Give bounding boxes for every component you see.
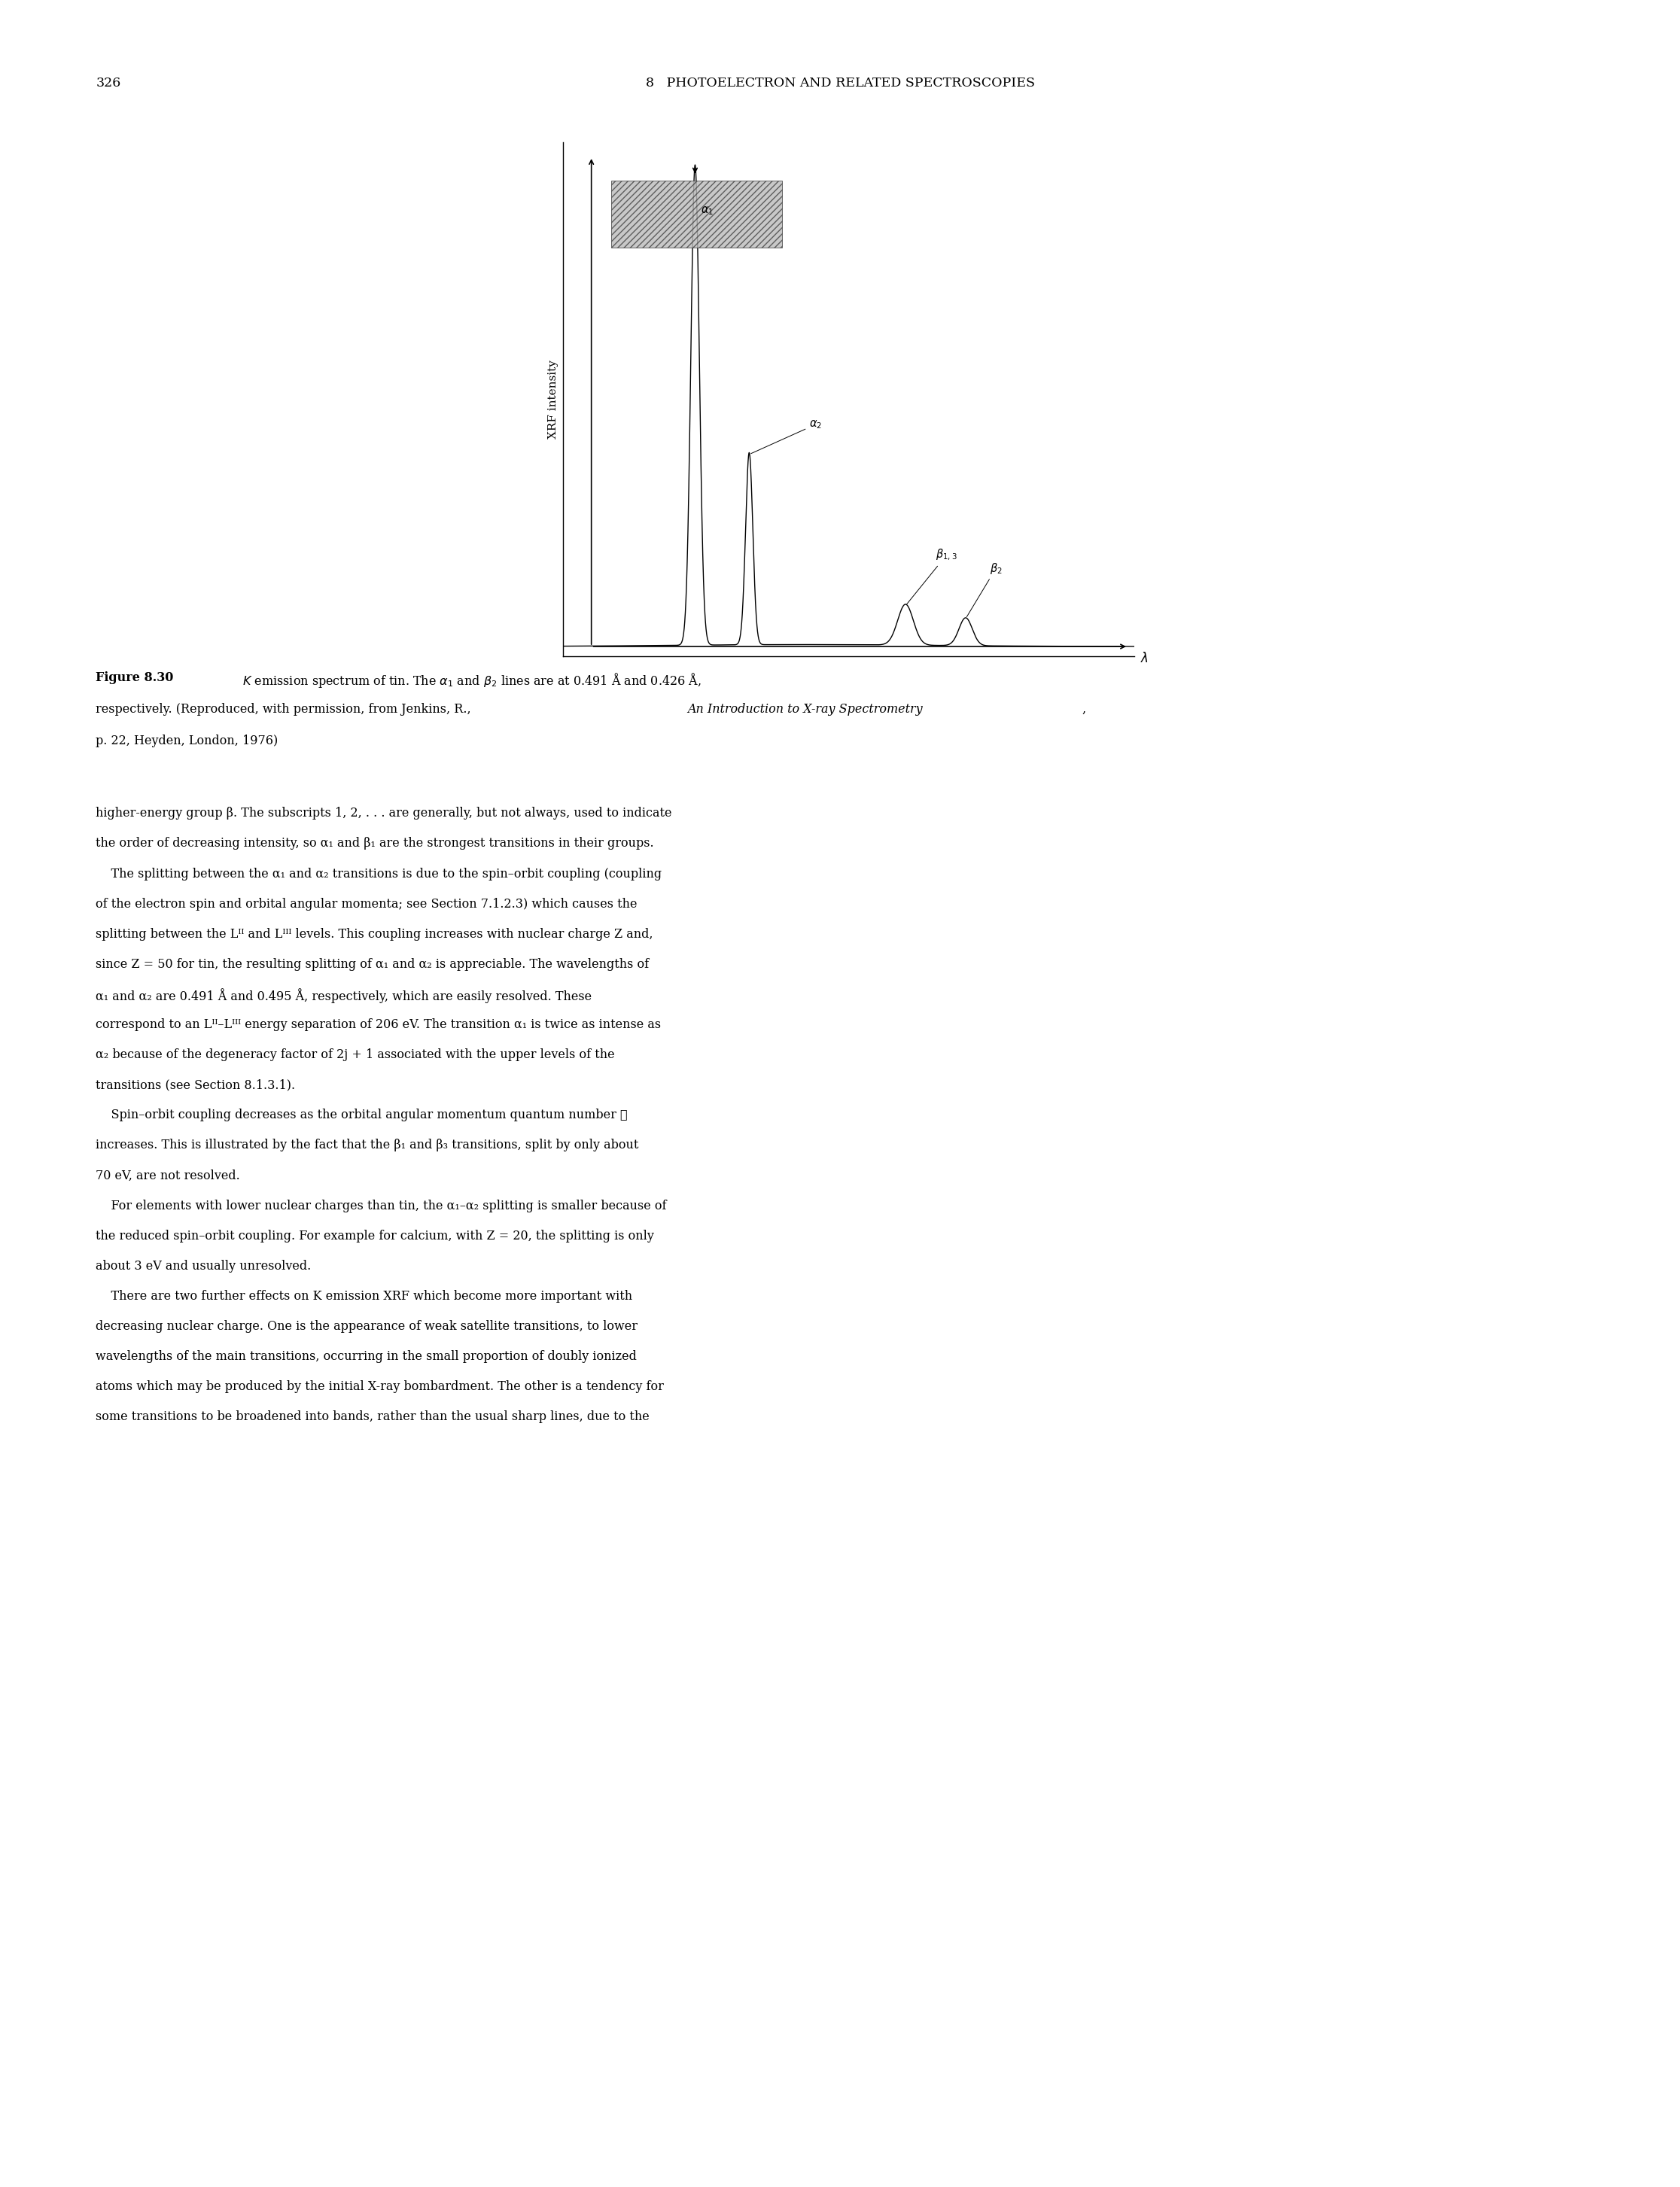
Text: α₂ because of the degeneracy factor of 2j + 1 associated with the upper levels o: α₂ because of the degeneracy factor of 2… <box>96 1048 615 1061</box>
Text: since Z = 50 for tin, the resulting splitting of α₁ and α₂ is appreciable. The w: since Z = 50 for tin, the resulting spli… <box>96 958 648 971</box>
Text: $\lambda$: $\lambda$ <box>1141 652 1147 665</box>
Text: ,: , <box>1082 704 1085 715</box>
Text: α₁ and α₂ are 0.491 Å and 0.495 Å, respectively, which are easily resolved. Thes: α₁ and α₂ are 0.491 Å and 0.495 Å, respe… <box>96 989 591 1004</box>
Text: Figure 8.30: Figure 8.30 <box>96 671 173 685</box>
Y-axis label: XRF intensity: XRF intensity <box>548 359 559 440</box>
Text: 8   PHOTOELECTRON AND RELATED SPECTROSCOPIES: 8 PHOTOELECTRON AND RELATED SPECTROSCOPI… <box>645 77 1035 90</box>
Text: For elements with lower nuclear charges than tin, the α₁–α₂ splitting is smaller: For elements with lower nuclear charges … <box>96 1198 667 1212</box>
Text: 70 eV, are not resolved.: 70 eV, are not resolved. <box>96 1170 240 1181</box>
Text: higher-energy group β. The subscripts 1, 2, . . . are generally, but not always,: higher-energy group β. The subscripts 1,… <box>96 807 672 820</box>
Text: atoms which may be produced by the initial X-ray bombardment. The other is a ten: atoms which may be produced by the initi… <box>96 1380 664 1393</box>
Text: some transitions to be broadened into bands, rather than the usual sharp lines, : some transitions to be broadened into ba… <box>96 1411 650 1424</box>
Text: $K$ emission spectrum of tin. The $\alpha_1$ and $\beta_2$ lines are at 0.491 Å : $K$ emission spectrum of tin. The $\alph… <box>235 671 702 689</box>
Text: p. 22, Heyden, London, 1976): p. 22, Heyden, London, 1976) <box>96 735 279 748</box>
Bar <box>612 182 783 247</box>
Text: about 3 eV and usually unresolved.: about 3 eV and usually unresolved. <box>96 1260 311 1273</box>
Text: splitting between the Lᴵᴵ and Lᴵᴵᴵ levels. This coupling increases with nuclear : splitting between the Lᴵᴵ and Lᴵᴵᴵ level… <box>96 927 654 940</box>
Text: Spin–orbit coupling decreases as the orbital angular momentum quantum number ℓ: Spin–orbit coupling decreases as the orb… <box>96 1109 628 1122</box>
Text: correspond to an Lᴵᴵ–Lᴵᴵᴵ energy separation of 206 eV. The transition α₁ is twic: correspond to an Lᴵᴵ–Lᴵᴵᴵ energy separat… <box>96 1019 662 1030</box>
Text: An Introduction to X-ray Spectrometry: An Introduction to X-ray Spectrometry <box>687 704 922 715</box>
Text: 326: 326 <box>96 77 121 90</box>
Text: the order of decreasing intensity, so α₁ and β₁ are the strongest transitions in: the order of decreasing intensity, so α₁… <box>96 838 654 851</box>
Text: wavelengths of the main transitions, occurring in the small proportion of doubly: wavelengths of the main transitions, occ… <box>96 1349 637 1363</box>
Text: respectively. (Reproduced, with permission, from Jenkins, R.,: respectively. (Reproduced, with permissi… <box>96 704 475 715</box>
Text: $\beta_2$: $\beta_2$ <box>966 562 1003 617</box>
Text: of the electron spin and orbital angular momenta; see Section 7.1.2.3) which cau: of the electron spin and orbital angular… <box>96 897 637 910</box>
Text: transitions (see Section 8.1.3.1).: transitions (see Section 8.1.3.1). <box>96 1078 296 1091</box>
Text: decreasing nuclear charge. One is the appearance of weak satellite transitions, : decreasing nuclear charge. One is the ap… <box>96 1321 638 1332</box>
Text: the reduced spin–orbit coupling. For example for calcium, with Z = 20, the split: the reduced spin–orbit coupling. For exa… <box>96 1229 654 1242</box>
Text: increases. This is illustrated by the fact that the β₁ and β₃ transitions, split: increases. This is illustrated by the fa… <box>96 1139 638 1153</box>
Text: The splitting between the α₁ and α₂ transitions is due to the spin–orbit couplin: The splitting between the α₁ and α₂ tran… <box>96 868 662 879</box>
Text: $\beta_{1,3}$: $\beta_{1,3}$ <box>907 549 958 604</box>
Text: $\alpha_2$: $\alpha_2$ <box>751 418 822 453</box>
Text: $\alpha_1$: $\alpha_1$ <box>701 206 714 217</box>
Text: There are two further effects on K emission XRF which become more important with: There are two further effects on K emiss… <box>96 1290 633 1303</box>
